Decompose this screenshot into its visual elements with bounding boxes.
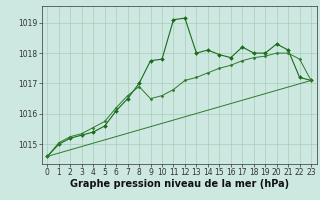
X-axis label: Graphe pression niveau de la mer (hPa): Graphe pression niveau de la mer (hPa): [70, 179, 289, 189]
